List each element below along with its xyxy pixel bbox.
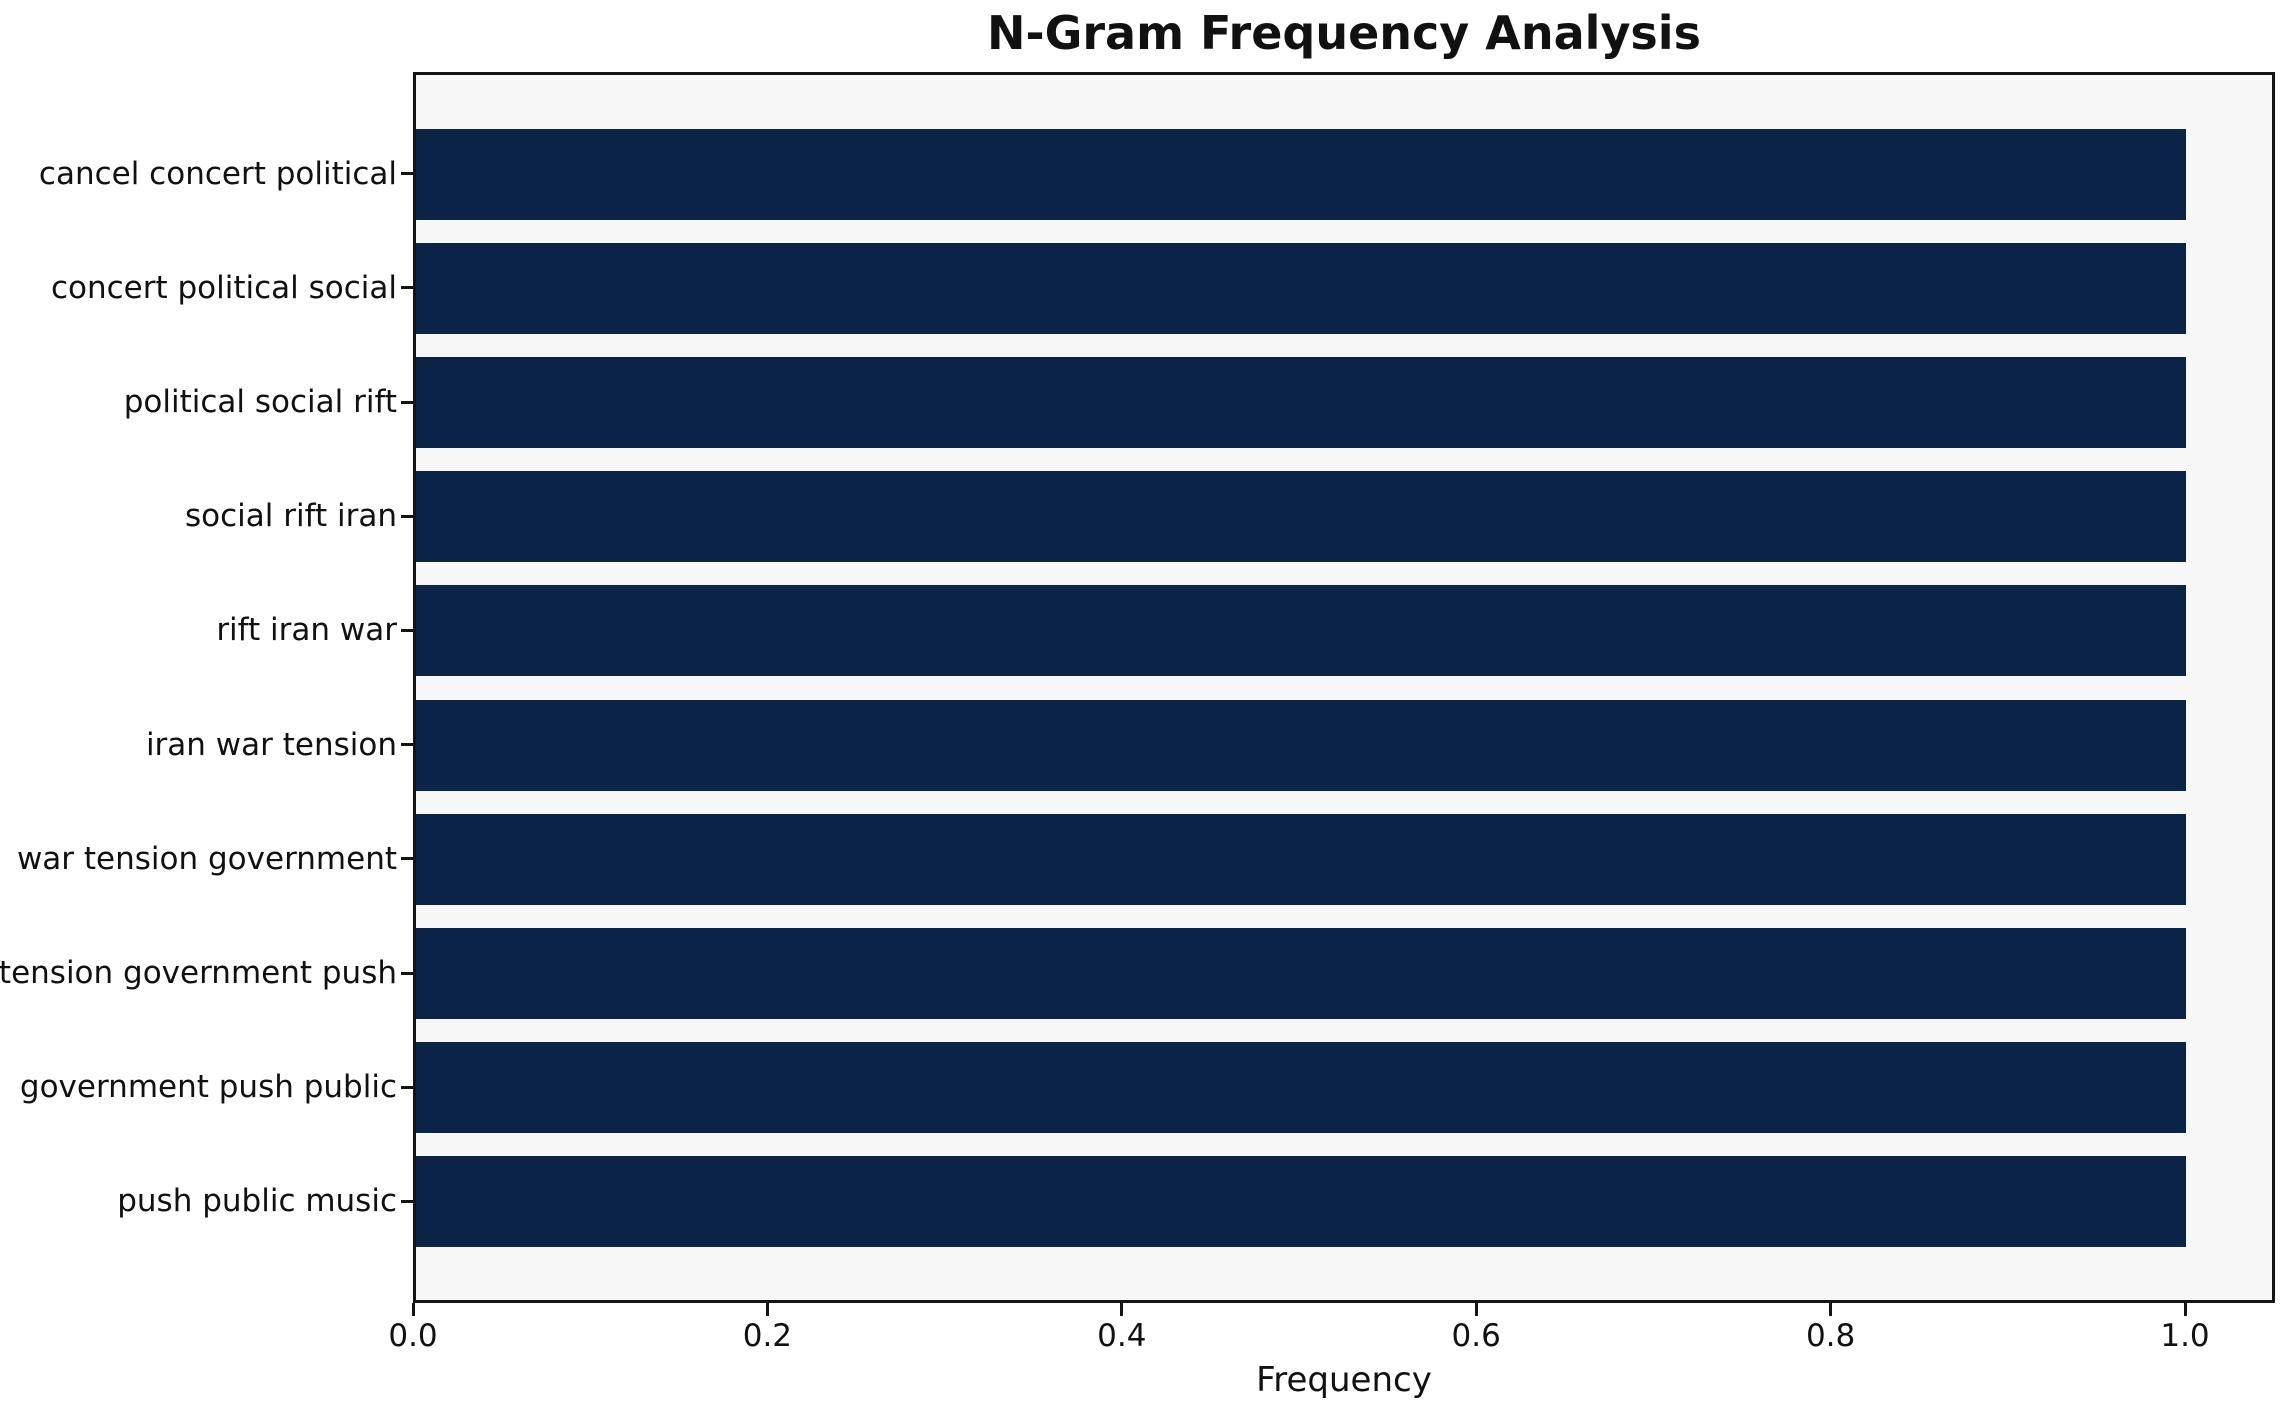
x-tick-label: 1.0: [2160, 1318, 2210, 1354]
x-tick-mark: [411, 1303, 415, 1316]
y-tick-label: social rift iran: [185, 498, 397, 535]
y-tick-mark: [401, 743, 413, 747]
y-tick-mark: [401, 971, 413, 975]
x-tick-mark: [765, 1303, 769, 1316]
y-tick-label: cancel concert political: [38, 155, 397, 192]
bar: [416, 128, 2186, 220]
x-tick-mark: [1829, 1303, 1833, 1316]
y-tick-mark: [401, 286, 413, 290]
bar: [416, 813, 2186, 905]
x-tick-label: 0.2: [742, 1318, 793, 1354]
bar: [416, 242, 2186, 334]
y-tick-mark: [401, 1199, 413, 1203]
y-tick-label: concert political social: [50, 269, 397, 306]
y-tick-label: political social rift: [123, 384, 397, 420]
chart-title: N-Gram Frequency Analysis: [987, 6, 1701, 60]
plot-area: [413, 72, 2275, 1303]
y-tick-label: rift iran war: [216, 612, 397, 649]
y-tick-label: war tension government: [16, 840, 397, 877]
y-tick-label: push public music: [117, 1183, 397, 1220]
bar: [416, 585, 2186, 677]
y-tick-label: tension government push: [0, 955, 397, 991]
bar: [416, 699, 2186, 791]
bar: [416, 1156, 2186, 1248]
x-tick-mark: [1120, 1303, 1124, 1316]
y-tick-label: iran war tension: [145, 726, 397, 763]
bar: [416, 928, 2186, 1019]
y-tick-mark: [401, 857, 413, 861]
y-tick-mark: [401, 628, 413, 632]
bar: [416, 1042, 2186, 1134]
y-tick-mark: [401, 514, 413, 518]
y-tick-label: government push public: [19, 1069, 397, 1106]
x-axis-label: Frequency: [1256, 1360, 1432, 1400]
bar: [416, 471, 2186, 563]
y-tick-mark: [401, 400, 413, 404]
x-tick-label: 0.4: [1097, 1318, 1147, 1354]
x-tick-mark: [2183, 1303, 2187, 1316]
x-tick-mark: [1474, 1303, 1478, 1316]
x-tick-label: 0.6: [1451, 1318, 1501, 1354]
y-tick-mark: [401, 1085, 413, 1089]
bar: [416, 357, 2186, 448]
y-tick-mark: [401, 172, 413, 176]
x-tick-label: 0.0: [388, 1318, 438, 1354]
x-tick-label: 0.8: [1805, 1318, 1856, 1354]
